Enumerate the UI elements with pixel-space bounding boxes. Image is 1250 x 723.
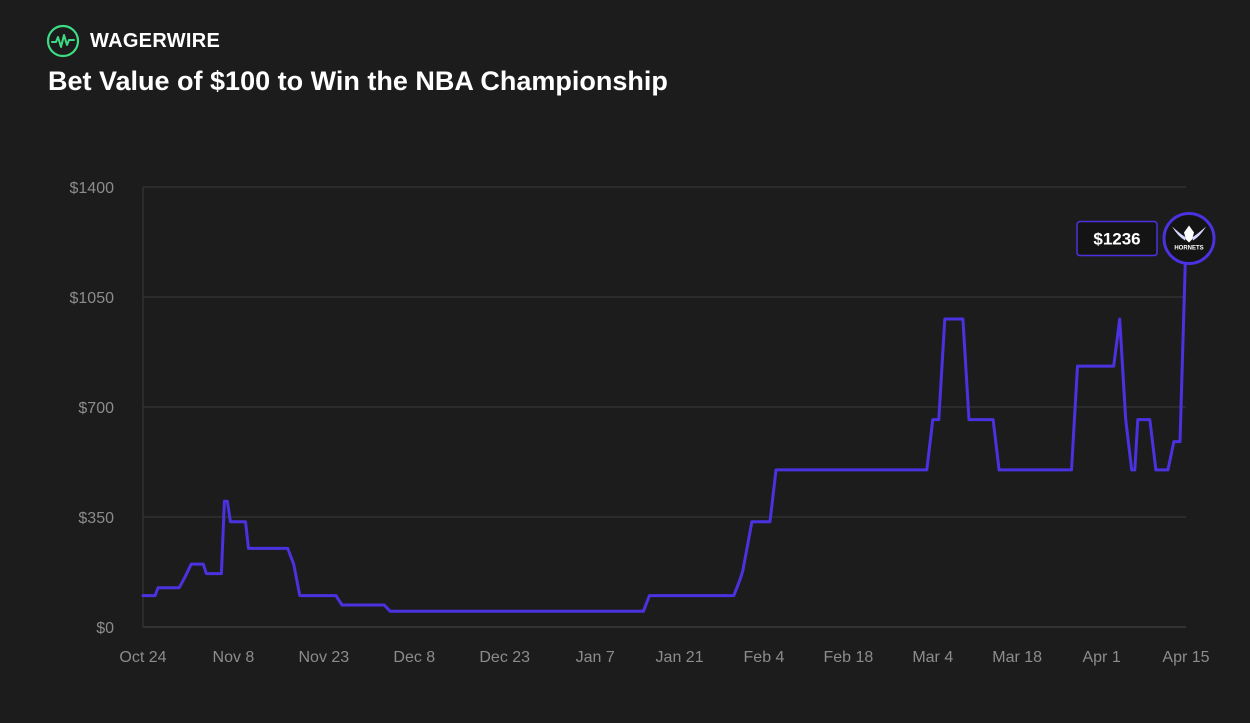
x-tick-label: Nov 23 bbox=[299, 649, 350, 666]
x-tick-label: Dec 23 bbox=[479, 649, 530, 666]
x-tick-label: Jan 7 bbox=[576, 649, 615, 666]
brand-name: WAGERWIRE bbox=[90, 29, 221, 52]
x-tick-label: Nov 8 bbox=[213, 649, 255, 666]
pulse-wave-icon bbox=[46, 24, 80, 58]
x-tick-label: Jan 21 bbox=[656, 649, 704, 666]
y-tick-label: $1050 bbox=[70, 290, 115, 307]
series-line bbox=[141, 237, 1191, 613]
x-tick-label: Mar 18 bbox=[992, 649, 1042, 666]
brand: WAGERWIRE bbox=[46, 24, 220, 58]
x-tick-label: Feb 4 bbox=[744, 649, 785, 666]
x-tick-label: Feb 18 bbox=[823, 649, 873, 666]
x-axis-ticks: Oct 24 Nov 8 Nov 23 Dec 8 Dec 23 Jan 7 Jan 21 F… bbox=[119, 649, 1209, 666]
y-tick-label: $1400 bbox=[70, 180, 115, 197]
x-tick-label: Dec 8 bbox=[393, 649, 435, 666]
end-value-box bbox=[1076, 220, 1158, 257]
end-marker: $1236 HORNETS bbox=[1076, 212, 1216, 266]
hornets-logo-icon: HORNETS bbox=[1162, 212, 1216, 266]
x-tick-label: Apr 1 bbox=[1082, 649, 1120, 666]
y-tick-label: $350 bbox=[78, 510, 114, 527]
x-tick-label: Oct 24 bbox=[119, 649, 166, 666]
grid-lines bbox=[143, 186, 1186, 628]
badge-team-text: HORNETS bbox=[1174, 246, 1203, 252]
y-tick-label: $0 bbox=[96, 620, 114, 637]
y-tick-label: $700 bbox=[78, 400, 114, 417]
end-value-label: $1236 bbox=[1093, 230, 1140, 249]
y-axis-ticks: $0 $350 $700 $1050 $1400 bbox=[70, 180, 115, 637]
x-tick-label: Mar 4 bbox=[912, 649, 953, 666]
chart-title: Bet Value of $100 to Win the NBA Champio… bbox=[48, 66, 668, 96]
x-tick-label: Apr 15 bbox=[1162, 649, 1209, 666]
